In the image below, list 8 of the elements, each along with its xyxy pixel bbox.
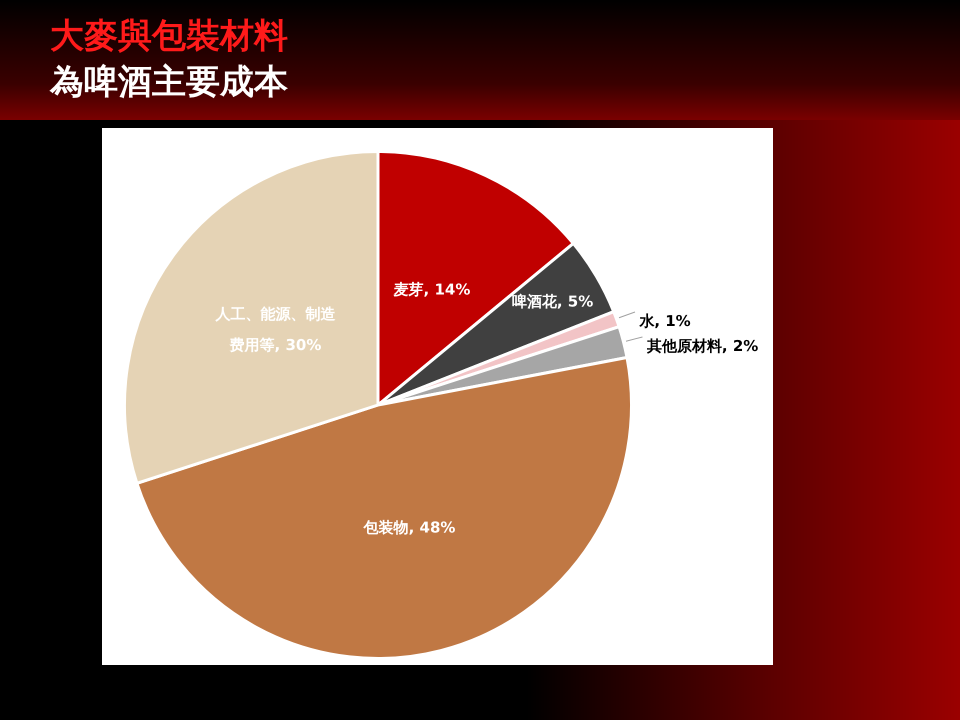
slice-label: 啤酒花, 5% xyxy=(510,291,594,312)
slice-label: 麦芽, 14% xyxy=(392,280,472,301)
chart-title: 大麥與包裝材料 xyxy=(50,15,288,58)
slice-label: 人工、能源、制造费用等, 30% xyxy=(215,304,336,356)
slice-label: 包装物, 48% xyxy=(362,517,456,538)
slice-label: 水, 1% xyxy=(639,311,692,332)
chart-subtitle: 為啤酒主要成本 xyxy=(50,61,288,104)
slice-label: 其他原材料, 2% xyxy=(646,336,758,357)
